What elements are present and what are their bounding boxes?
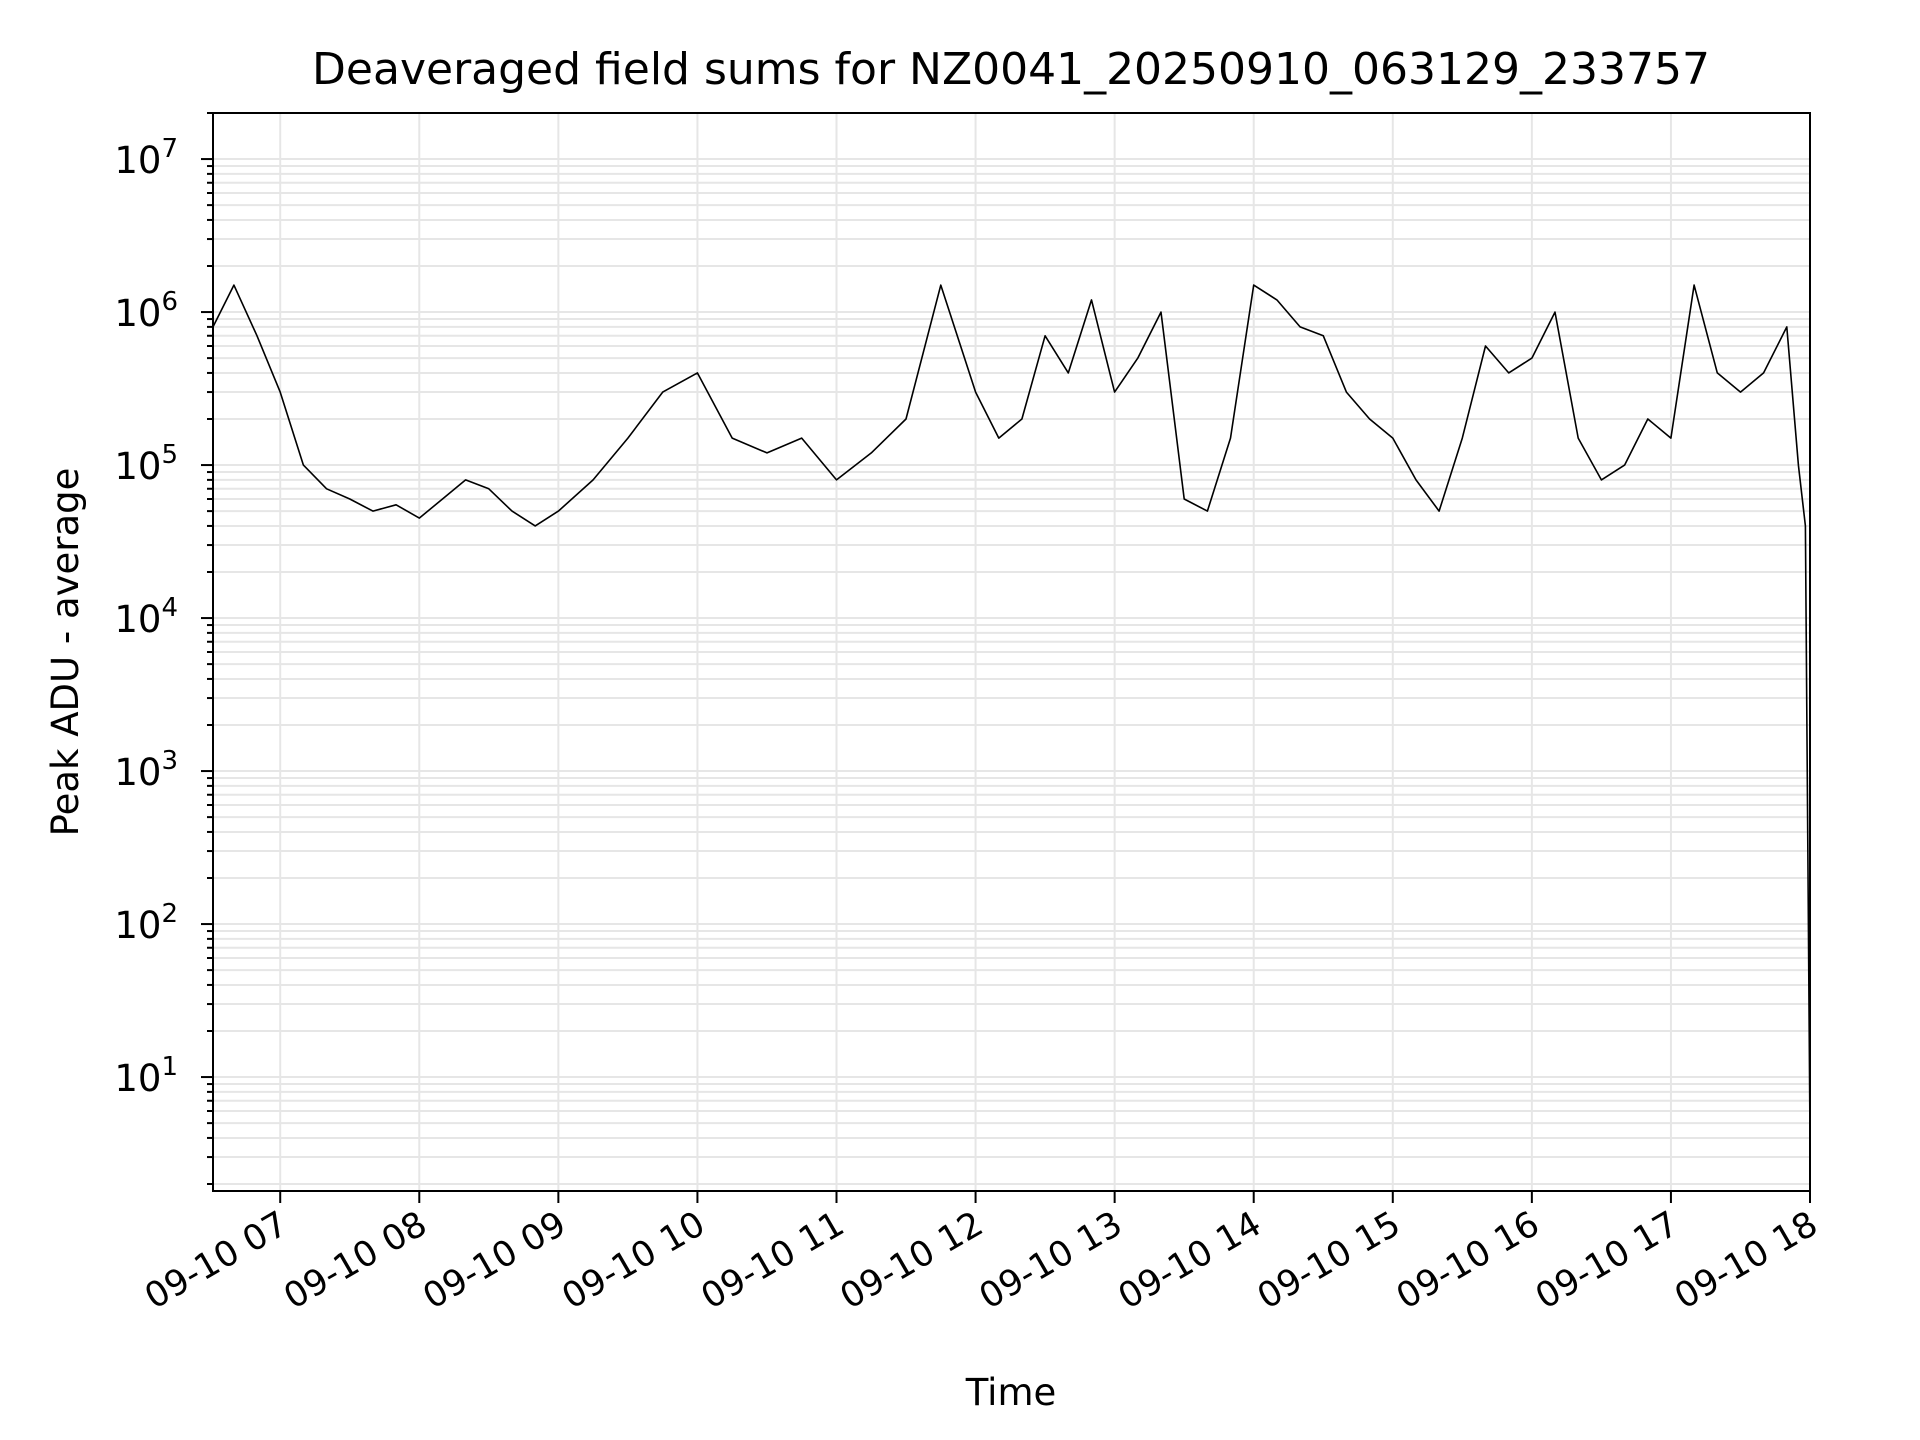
series-layer [212, 284, 1811, 1138]
y-tick-label: 106 [114, 287, 178, 335]
y-tick-label: 105 [114, 440, 178, 488]
y-tick-label: 103 [114, 746, 178, 794]
y-tick-label: 107 [114, 134, 178, 182]
y-tick-label: 104 [114, 593, 178, 641]
y-axis-label: Peak ADU - average [44, 468, 87, 837]
y-tick-label: 101 [114, 1052, 178, 1100]
series-line [212, 284, 1811, 1138]
x-axis-label: Time [965, 1371, 1057, 1414]
y-axis: 101 102 103 104 105 106 107 [114, 112, 213, 1185]
grid [213, 112, 1811, 1191]
y-tick-label: 102 [114, 899, 178, 947]
chart-title: Deaveraged field sums for NZ0041_2025091… [312, 44, 1710, 95]
